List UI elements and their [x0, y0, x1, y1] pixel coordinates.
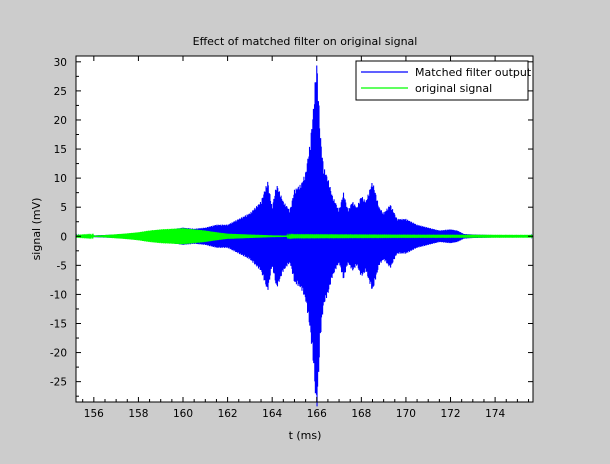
y-tick-label: -20 [50, 348, 67, 360]
y-tick-label: 0 [60, 231, 67, 243]
y-tick-label: -25 [50, 377, 67, 389]
series-layer [75, 65, 534, 407]
legend-label-original-signal: original signal [415, 82, 492, 95]
x-tick-label: 160 [173, 408, 193, 420]
y-tick-label: 10 [54, 173, 67, 185]
y-axis-label: signal (mV) [30, 198, 43, 261]
y-tick-label: 15 [54, 144, 67, 156]
y-tick-label: 25 [54, 86, 67, 98]
legend-label-matched-filter: Matched filter output [415, 66, 532, 79]
x-tick-label: 164 [262, 408, 282, 420]
x-tick-label: 162 [218, 408, 238, 420]
y-axis: 30 25 20 15 10 5 0 -5 -10 -15 -20 -25 [50, 57, 533, 397]
y-tick-label: 20 [54, 115, 67, 127]
x-tick-label: 174 [485, 408, 505, 420]
x-tick-label: 158 [128, 408, 148, 420]
x-axis-label: t (ms) [289, 429, 322, 442]
x-tick-label: 156 [84, 408, 104, 420]
y-tick-label: -10 [50, 289, 67, 301]
plot-frame [75, 55, 534, 403]
chart-title: Effect of matched filter on original sig… [193, 35, 418, 48]
y-tick-label: -15 [50, 318, 67, 330]
x-tick-label: 170 [396, 408, 416, 420]
x-tick-label: 172 [440, 408, 460, 420]
y-tick-label: 5 [60, 202, 67, 214]
legend: Matched filter output original signal [355, 60, 532, 101]
y-tick-label: -5 [57, 260, 67, 272]
y-tick-label: 30 [54, 57, 67, 69]
x-tick-label: 168 [351, 408, 371, 420]
x-tick-label: 166 [307, 408, 327, 420]
x-axis: 156 158 160 162 164 166 168 170 172 174 [82, 56, 530, 420]
legend-box [355, 60, 529, 101]
